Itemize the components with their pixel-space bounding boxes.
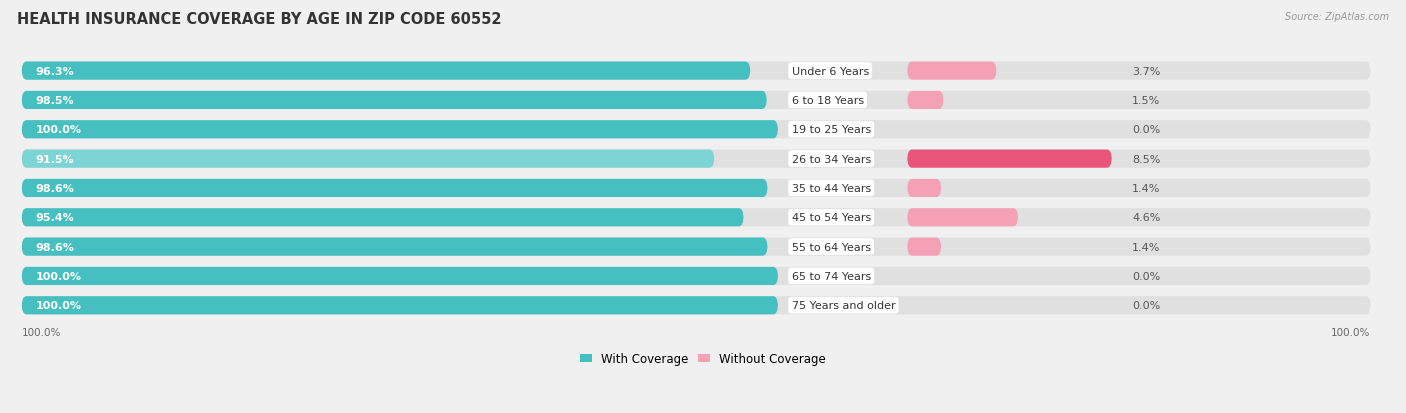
Text: 0.0%: 0.0% <box>1132 301 1160 311</box>
Text: 95.4%: 95.4% <box>35 213 75 223</box>
Text: 1.4%: 1.4% <box>1132 183 1160 193</box>
FancyBboxPatch shape <box>22 238 1371 256</box>
FancyBboxPatch shape <box>22 267 1371 285</box>
Text: 6 to 18 Years: 6 to 18 Years <box>792 96 863 106</box>
Text: 100.0%: 100.0% <box>1331 327 1371 337</box>
FancyBboxPatch shape <box>22 121 778 139</box>
FancyBboxPatch shape <box>22 62 751 81</box>
FancyBboxPatch shape <box>22 297 778 315</box>
FancyBboxPatch shape <box>22 209 744 227</box>
FancyBboxPatch shape <box>22 267 778 285</box>
Text: 45 to 54 Years: 45 to 54 Years <box>792 213 870 223</box>
FancyBboxPatch shape <box>22 92 766 110</box>
FancyBboxPatch shape <box>22 62 1371 81</box>
Text: 100.0%: 100.0% <box>35 301 82 311</box>
Text: 75 Years and older: 75 Years and older <box>792 301 896 311</box>
Text: 98.6%: 98.6% <box>35 242 75 252</box>
FancyBboxPatch shape <box>22 150 714 168</box>
FancyBboxPatch shape <box>907 62 997 81</box>
Text: 65 to 74 Years: 65 to 74 Years <box>792 271 870 281</box>
Text: 3.7%: 3.7% <box>1132 66 1160 76</box>
FancyBboxPatch shape <box>22 179 768 197</box>
Text: 0.0%: 0.0% <box>1132 271 1160 281</box>
Text: 4.6%: 4.6% <box>1132 213 1160 223</box>
Text: 0.0%: 0.0% <box>1132 125 1160 135</box>
FancyBboxPatch shape <box>907 179 941 197</box>
Text: 19 to 25 Years: 19 to 25 Years <box>792 125 870 135</box>
FancyBboxPatch shape <box>22 92 1371 110</box>
Text: 1.4%: 1.4% <box>1132 242 1160 252</box>
FancyBboxPatch shape <box>22 209 1371 227</box>
Legend: With Coverage, Without Coverage: With Coverage, Without Coverage <box>575 348 831 370</box>
Text: 96.3%: 96.3% <box>35 66 75 76</box>
Text: 100.0%: 100.0% <box>22 327 62 337</box>
Text: 26 to 34 Years: 26 to 34 Years <box>792 154 870 164</box>
FancyBboxPatch shape <box>22 179 1371 197</box>
Text: Under 6 Years: Under 6 Years <box>792 66 869 76</box>
Text: HEALTH INSURANCE COVERAGE BY AGE IN ZIP CODE 60552: HEALTH INSURANCE COVERAGE BY AGE IN ZIP … <box>17 12 502 27</box>
FancyBboxPatch shape <box>22 150 1371 168</box>
Text: 35 to 44 Years: 35 to 44 Years <box>792 183 870 193</box>
FancyBboxPatch shape <box>907 92 943 110</box>
Text: 100.0%: 100.0% <box>35 125 82 135</box>
Text: 1.5%: 1.5% <box>1132 96 1160 106</box>
Text: 8.5%: 8.5% <box>1132 154 1160 164</box>
FancyBboxPatch shape <box>907 209 1018 227</box>
Text: 91.5%: 91.5% <box>35 154 75 164</box>
Text: 55 to 64 Years: 55 to 64 Years <box>792 242 870 252</box>
FancyBboxPatch shape <box>22 297 1371 315</box>
FancyBboxPatch shape <box>907 150 1112 168</box>
Text: 98.5%: 98.5% <box>35 96 75 106</box>
Text: Source: ZipAtlas.com: Source: ZipAtlas.com <box>1285 12 1389 22</box>
FancyBboxPatch shape <box>22 121 1371 139</box>
Text: 100.0%: 100.0% <box>35 271 82 281</box>
FancyBboxPatch shape <box>907 238 941 256</box>
Text: 98.6%: 98.6% <box>35 183 75 193</box>
FancyBboxPatch shape <box>22 238 768 256</box>
